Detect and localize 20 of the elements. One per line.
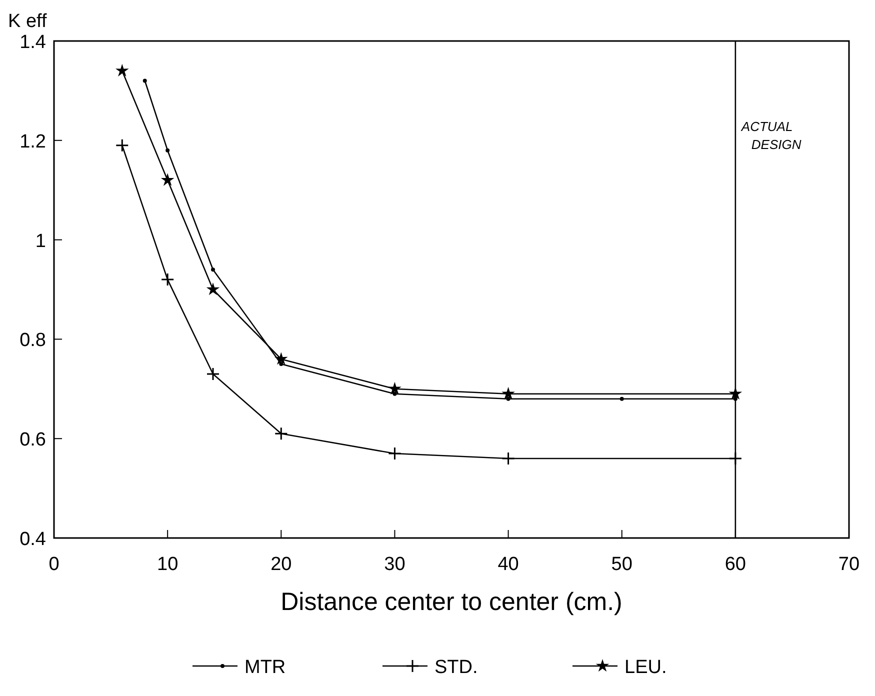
y-tick-label: 0.8 bbox=[20, 330, 46, 352]
x-axis-title: Distance center to center (cm.) bbox=[280, 588, 622, 616]
x-tick-label: 40 bbox=[498, 554, 519, 575]
legend-label: MTR bbox=[244, 657, 286, 678]
y-tick-label: 1.2 bbox=[20, 131, 46, 152]
x-tick-label: 30 bbox=[384, 554, 406, 575]
x-tick-label: 50 bbox=[611, 554, 632, 575]
y-tick-label: 1 bbox=[35, 230, 46, 252]
legend-label: LEU. bbox=[624, 657, 667, 678]
x-tick-label: 60 bbox=[724, 554, 746, 575]
x-tick-label: 0 bbox=[48, 554, 60, 575]
legend-label: STD. bbox=[434, 657, 478, 678]
y-tick-label: 0.6 bbox=[20, 430, 46, 451]
x-tick-label: 20 bbox=[270, 554, 292, 575]
y-tick-label: 1.4 bbox=[20, 32, 46, 53]
y-tick-label: 0.4 bbox=[20, 529, 46, 550]
y-axis-title: K eff bbox=[8, 11, 48, 32]
x-tick-label: 70 bbox=[838, 554, 860, 575]
ref-line-label: ACTUAL DESIGN bbox=[740, 119, 802, 152]
x-tick-label: 10 bbox=[157, 554, 178, 575]
